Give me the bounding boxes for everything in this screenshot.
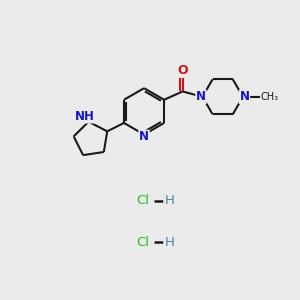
Text: Cl: Cl — [136, 194, 149, 207]
Text: N: N — [139, 130, 149, 143]
Text: N: N — [239, 90, 249, 103]
Text: H: H — [164, 194, 174, 207]
Text: CH₃: CH₃ — [261, 92, 279, 102]
Text: NH: NH — [75, 110, 95, 123]
Text: O: O — [177, 64, 188, 77]
Text: N: N — [196, 90, 206, 103]
Text: H: H — [164, 236, 174, 249]
Text: Cl: Cl — [136, 236, 149, 249]
